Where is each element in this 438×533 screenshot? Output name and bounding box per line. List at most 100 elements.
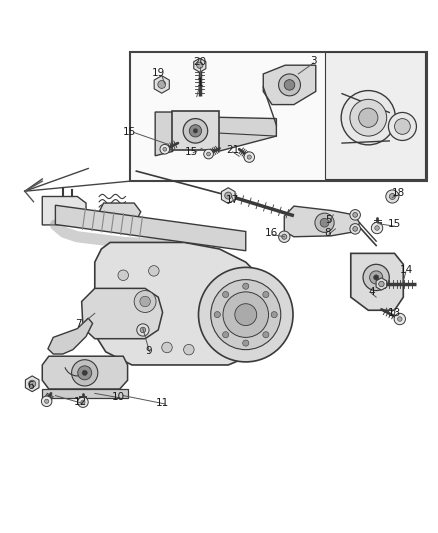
Circle shape	[262, 332, 268, 338]
Circle shape	[242, 283, 248, 289]
Circle shape	[369, 271, 382, 284]
Bar	[130, 52, 426, 181]
Polygon shape	[42, 356, 127, 389]
Circle shape	[140, 296, 150, 307]
Circle shape	[389, 193, 394, 199]
Circle shape	[388, 112, 416, 141]
Circle shape	[393, 313, 405, 325]
Circle shape	[397, 317, 401, 321]
Circle shape	[222, 332, 228, 338]
Text: 20: 20	[193, 56, 206, 67]
Circle shape	[358, 108, 377, 127]
Text: 16: 16	[264, 228, 277, 238]
Polygon shape	[42, 197, 86, 225]
Circle shape	[281, 234, 286, 239]
Circle shape	[284, 79, 294, 90]
Circle shape	[362, 264, 389, 290]
Circle shape	[71, 360, 98, 386]
Circle shape	[349, 224, 360, 234]
Text: 18: 18	[392, 188, 405, 198]
Polygon shape	[193, 58, 205, 72]
Polygon shape	[324, 52, 424, 179]
Text: 17: 17	[226, 195, 239, 205]
Text: 11: 11	[155, 398, 169, 408]
Text: 8: 8	[324, 228, 331, 238]
Circle shape	[314, 213, 333, 232]
Circle shape	[234, 304, 256, 326]
Text: 13: 13	[387, 308, 400, 318]
Circle shape	[262, 292, 268, 297]
Polygon shape	[218, 117, 276, 151]
Circle shape	[198, 268, 292, 362]
Polygon shape	[350, 253, 403, 310]
Text: 15: 15	[184, 147, 197, 157]
Circle shape	[352, 213, 357, 217]
Polygon shape	[97, 203, 141, 225]
Circle shape	[183, 118, 207, 143]
Polygon shape	[81, 288, 162, 338]
Text: 5: 5	[325, 215, 332, 225]
Text: 14: 14	[399, 265, 413, 275]
Circle shape	[394, 118, 410, 134]
FancyBboxPatch shape	[171, 111, 219, 150]
Circle shape	[118, 270, 128, 280]
Circle shape	[224, 192, 231, 199]
Circle shape	[148, 265, 159, 276]
Circle shape	[278, 231, 289, 243]
Text: 15: 15	[123, 127, 136, 137]
Polygon shape	[25, 376, 39, 392]
Circle shape	[134, 290, 155, 312]
Polygon shape	[263, 65, 315, 104]
Circle shape	[189, 125, 201, 137]
Circle shape	[183, 344, 194, 355]
Circle shape	[206, 152, 210, 156]
Circle shape	[137, 324, 149, 336]
Circle shape	[203, 149, 213, 159]
Text: 9: 9	[145, 345, 152, 356]
Circle shape	[223, 292, 268, 337]
Circle shape	[78, 366, 92, 380]
Circle shape	[41, 396, 52, 407]
Circle shape	[81, 400, 85, 404]
Circle shape	[244, 152, 254, 163]
Text: 15: 15	[387, 220, 400, 230]
Text: 10: 10	[112, 392, 125, 402]
Circle shape	[196, 62, 202, 68]
Text: 7: 7	[75, 319, 82, 329]
Polygon shape	[155, 112, 172, 156]
Polygon shape	[154, 76, 169, 93]
Polygon shape	[375, 278, 386, 290]
Circle shape	[159, 144, 169, 154]
Polygon shape	[42, 389, 127, 398]
Polygon shape	[284, 206, 359, 237]
Circle shape	[242, 340, 248, 346]
Text: 4: 4	[367, 287, 374, 297]
Circle shape	[385, 190, 398, 203]
Circle shape	[28, 380, 35, 387]
Circle shape	[373, 275, 378, 280]
Circle shape	[82, 370, 87, 375]
Circle shape	[140, 327, 145, 333]
Text: 12: 12	[74, 397, 87, 407]
Circle shape	[222, 292, 228, 297]
Circle shape	[378, 281, 383, 287]
Circle shape	[162, 147, 166, 151]
Polygon shape	[221, 188, 234, 204]
Text: 19: 19	[151, 68, 165, 78]
Circle shape	[349, 209, 360, 220]
Circle shape	[371, 222, 382, 233]
Text: 1: 1	[196, 78, 203, 88]
Text: 6: 6	[27, 381, 34, 391]
Circle shape	[271, 312, 277, 318]
Circle shape	[374, 225, 378, 230]
Circle shape	[352, 227, 357, 231]
Circle shape	[214, 312, 220, 318]
Circle shape	[319, 219, 328, 227]
Circle shape	[210, 280, 280, 350]
Polygon shape	[48, 318, 92, 354]
Polygon shape	[95, 243, 272, 365]
Text: 21: 21	[226, 144, 239, 155]
Circle shape	[157, 80, 165, 88]
Circle shape	[193, 128, 197, 133]
Circle shape	[278, 74, 300, 96]
